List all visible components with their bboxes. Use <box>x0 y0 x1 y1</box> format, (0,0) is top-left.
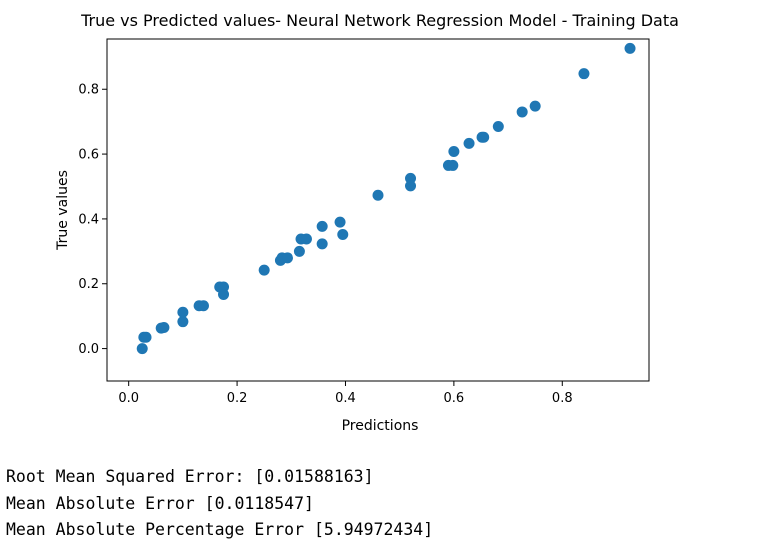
data-point <box>372 189 384 201</box>
data-point <box>140 331 152 343</box>
y-tick-label: 0.6 <box>78 148 99 163</box>
plot-frame <box>106 38 650 382</box>
data-point <box>529 100 541 112</box>
data-points <box>136 42 636 355</box>
mape-line: Mean Absolute Percentage Error [5.949724… <box>6 520 434 539</box>
y-tick-label: 0.4 <box>78 212 99 227</box>
x-tick-label: 0.8 <box>552 391 573 406</box>
data-point <box>158 322 170 334</box>
y-tick-label: 0.0 <box>78 342 99 357</box>
plot-area: 0.0 0.2 0.4 0.6 0.8 0.0 0.2 0.4 0.6 0.8 <box>78 38 650 406</box>
x-axis-label: Predictions <box>342 418 419 434</box>
data-point <box>177 316 189 328</box>
x-tick-label: 0.2 <box>227 391 248 406</box>
data-point <box>492 121 504 133</box>
y-axis-ticks: 0.0 0.2 0.4 0.6 0.8 <box>78 83 107 357</box>
data-point <box>316 220 328 232</box>
data-point <box>300 233 312 245</box>
data-point <box>463 137 475 149</box>
x-tick-label: 0.6 <box>444 391 465 406</box>
mae-line: Mean Absolute Error [0.0118547] <box>6 493 314 513</box>
data-point <box>448 145 460 157</box>
chart-title: True vs Predicted values- Neural Network… <box>80 11 679 30</box>
data-point <box>316 238 328 250</box>
x-tick-label: 0.4 <box>335 391 356 406</box>
data-point <box>136 343 148 355</box>
data-point <box>478 131 490 143</box>
data-point <box>447 159 459 171</box>
data-point <box>177 306 189 318</box>
data-point <box>218 288 230 300</box>
y-tick-label: 0.8 <box>78 83 99 98</box>
y-axis-label: True values <box>55 170 71 251</box>
data-point <box>405 180 417 192</box>
data-point <box>293 245 305 257</box>
x-tick-label: 0.0 <box>118 391 139 406</box>
data-point <box>197 300 209 312</box>
scatter-chart: True vs Predicted values- Neural Network… <box>55 11 679 434</box>
data-point <box>578 68 590 80</box>
data-point <box>281 252 293 264</box>
data-point <box>516 106 528 118</box>
rmse-line: Root Mean Squared Error: [0.01588163] <box>6 467 374 486</box>
data-point <box>337 228 349 240</box>
data-point <box>258 264 270 276</box>
metrics-output: Root Mean Squared Error: [0.01588163] Mea… <box>6 464 433 544</box>
data-point <box>334 216 346 228</box>
y-tick-label: 0.2 <box>78 277 99 292</box>
data-point <box>624 42 636 54</box>
x-axis-ticks: 0.0 0.2 0.4 0.6 0.8 <box>118 381 573 406</box>
